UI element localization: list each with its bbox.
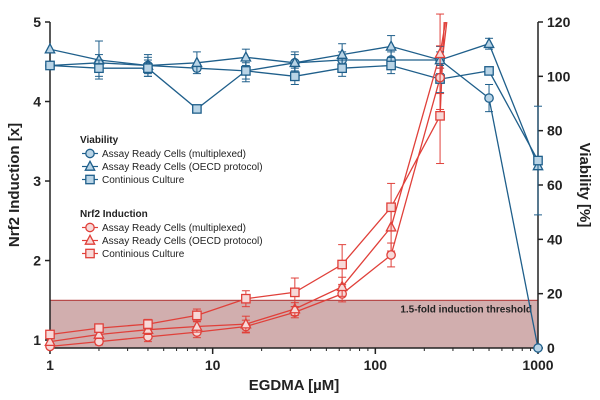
legend-viability-title: Viability	[80, 135, 119, 146]
ticks: 1 10 100 1000 1 2 3 4 5 0 20 40 60 80 100 120	[33, 14, 570, 373]
legend-nrf2-marker	[84, 233, 96, 245]
legend-nrf2-item-1: Assay Ready Cells (multiplexed)	[102, 223, 246, 234]
data-point	[143, 63, 153, 74]
data-point	[336, 280, 348, 292]
data-point	[289, 302, 301, 314]
y-axis-right-title: Viability [%]	[576, 143, 593, 228]
legend-nrf2-item-3: Continious Culture	[102, 249, 185, 260]
y-left-tick-label: 4	[33, 94, 41, 110]
x-tick-label: 10	[205, 357, 221, 373]
data-point	[94, 323, 104, 333]
data-point	[191, 319, 203, 331]
data-point	[386, 250, 396, 260]
data-point	[289, 71, 300, 82]
data-point	[93, 327, 105, 339]
series-line-4	[50, 22, 447, 343]
data-point	[44, 42, 56, 54]
data-point	[240, 50, 252, 62]
data-point	[191, 56, 203, 68]
data-point	[435, 110, 445, 121]
data-point	[484, 66, 494, 76]
data-point	[94, 63, 104, 74]
legend-viability-item-3: Continious Culture	[102, 175, 185, 186]
legend-nrf2-title: Nrf2 Induction	[80, 209, 148, 220]
data-point	[337, 63, 347, 74]
y-right-tick-label: 40	[547, 231, 563, 247]
y-left-tick-label: 3	[33, 173, 41, 189]
data-point	[289, 287, 300, 298]
legend-viability-marker	[85, 174, 95, 185]
x-axis-title: EGDMA [µM]	[249, 377, 340, 394]
data-point	[241, 66, 251, 76]
y-left-tick-label: 5	[33, 14, 41, 30]
y-right-tick-label: 20	[547, 286, 563, 302]
legend: Viability Assay Ready Cells (multiplexed…	[80, 135, 263, 260]
data-point	[192, 104, 202, 114]
marker-layer	[44, 13, 544, 353]
data-point	[289, 56, 301, 68]
y-left-tick-label: 1	[33, 332, 41, 348]
data-point	[484, 93, 494, 103]
x-tick-label: 1	[46, 357, 54, 373]
legend-nrf2-marker	[85, 222, 95, 233]
data-point	[241, 293, 251, 304]
data-point	[240, 317, 252, 329]
y-left-tick-label: 2	[33, 253, 41, 269]
legend-viability-item-1: Assay Ready Cells (multiplexed)	[102, 149, 246, 160]
data-point	[385, 39, 397, 51]
data-point	[192, 310, 202, 321]
y-right-tick-label: 80	[547, 123, 563, 139]
y-right-tick-label: 100	[547, 68, 571, 84]
data-point	[483, 37, 495, 49]
y-right-tick-label: 120	[547, 14, 571, 30]
x-tick-label: 100	[364, 357, 388, 373]
data-point	[336, 48, 348, 59]
series-line-3	[50, 22, 448, 348]
data-point	[533, 155, 543, 166]
data-point	[337, 259, 347, 270]
legend-viability-marker	[84, 159, 96, 171]
y-axis-left-title: Nrf2 Induction [x]	[6, 123, 23, 247]
legend-nrf2-marker	[85, 248, 95, 259]
threshold-label: 1.5-fold induction threshold	[400, 304, 532, 315]
legend-nrf2-item-2: Assay Ready Cells (OECD protocol)	[102, 236, 263, 247]
data-point	[45, 329, 55, 340]
y-right-tick-label: 60	[547, 177, 563, 193]
legend-viability-marker	[85, 148, 95, 159]
data-point	[143, 319, 153, 329]
data-point	[434, 47, 446, 59]
legend-viability-item-2: Assay Ready Cells (OECD protocol)	[102, 162, 263, 173]
data-point	[44, 335, 56, 346]
y-right-tick-label: 0	[547, 340, 555, 356]
data-point	[386, 202, 396, 213]
series-line-5	[50, 22, 445, 336]
data-point	[533, 343, 543, 353]
data-point	[386, 60, 396, 71]
data-point	[45, 60, 55, 71]
x-tick-label: 1000	[522, 357, 553, 373]
